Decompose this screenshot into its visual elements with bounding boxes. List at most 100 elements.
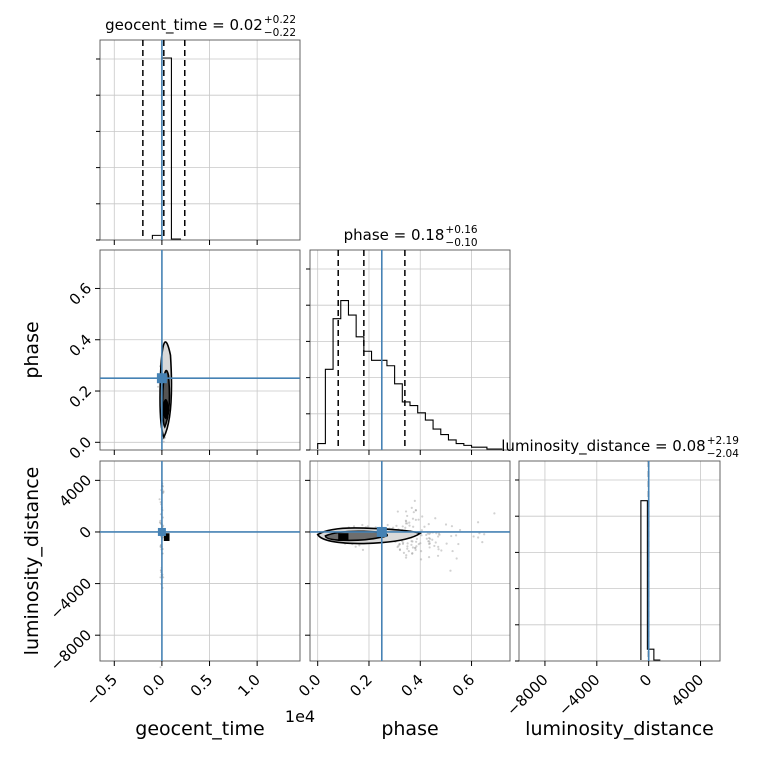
histogram-luminosity_distance — [640, 500, 661, 661]
truth-marker — [157, 527, 166, 536]
x-tick-label: −8000 — [503, 671, 552, 720]
sample-point — [433, 544, 436, 548]
sample-point — [410, 543, 413, 546]
sample-point — [404, 510, 408, 513]
sample-point — [458, 528, 462, 532]
sample-point — [386, 523, 389, 527]
sample-point — [408, 524, 411, 527]
sample-point — [412, 525, 415, 528]
sample-point — [428, 540, 431, 543]
sample-point — [411, 546, 415, 549]
x-tick-label: 0.5 — [187, 671, 217, 701]
sample-point — [401, 542, 405, 545]
density-core — [163, 533, 170, 541]
y-axis-label-luminosity_distance: luminosity_distance — [21, 467, 43, 656]
x-tick-label: 0 — [636, 671, 655, 690]
sample-point — [436, 554, 440, 557]
sample-point — [398, 548, 402, 552]
sample-point — [162, 576, 165, 579]
sample-point — [427, 556, 431, 559]
sample-point — [476, 521, 480, 524]
panel-frame — [99, 460, 301, 662]
title-main: luminosity_distance = 0.08 — [501, 437, 705, 456]
sample-point — [427, 523, 430, 526]
sample-point — [413, 546, 417, 550]
sample-point — [415, 537, 419, 540]
sample-point — [420, 534, 423, 537]
sample-point — [414, 546, 417, 549]
sample-point — [427, 536, 431, 540]
truth-marker — [376, 526, 387, 537]
panel-frame — [309, 460, 511, 662]
sample-point — [397, 544, 400, 547]
sample-point — [454, 534, 458, 537]
panel-frame — [99, 249, 301, 451]
title-lower: −0.22 — [264, 27, 296, 39]
sample-point — [437, 548, 440, 551]
sample-point — [406, 547, 409, 550]
y-tick-label: 0.6 — [66, 279, 96, 309]
sample-point — [414, 509, 417, 512]
sample-point — [159, 521, 162, 524]
sample-point — [438, 533, 441, 536]
sample-point — [159, 576, 162, 579]
sample-point — [421, 515, 424, 518]
sample-point — [444, 523, 448, 526]
sample-point — [493, 512, 496, 515]
sample-point — [449, 569, 452, 572]
sample-point — [407, 549, 410, 553]
sample-point — [483, 533, 486, 536]
x-axis-label-luminosity_distance: luminosity_distance — [525, 718, 714, 740]
sample-point — [472, 535, 475, 538]
sample-point — [417, 543, 420, 546]
sample-point — [437, 532, 441, 535]
x-tick-label: 0.6 — [449, 671, 479, 701]
sample-point — [413, 499, 416, 502]
sample-point — [396, 510, 399, 513]
sample-point — [411, 540, 414, 543]
sample-point — [426, 532, 429, 535]
y-tick-label: 0.2 — [66, 382, 96, 412]
panel-geocent_time-vs-phase — [99, 249, 301, 451]
sample-point — [159, 519, 162, 522]
sample-point — [425, 533, 428, 537]
sample-point — [437, 535, 440, 538]
sample-point — [423, 525, 426, 528]
sample-point — [354, 545, 357, 548]
sample-point — [431, 538, 434, 541]
sample-point — [437, 545, 440, 548]
histogram-phase — [317, 300, 503, 450]
sample-point — [361, 523, 364, 527]
sample-point — [425, 537, 428, 540]
sample-point — [457, 542, 460, 546]
sample-point — [396, 545, 399, 549]
y-tick-label: 0 — [76, 523, 95, 542]
sample-point — [404, 522, 408, 525]
x-tick-label: 0.4 — [397, 671, 427, 701]
sample-point — [398, 543, 401, 546]
sample-point — [406, 522, 409, 525]
x-tick-label: 4000 — [668, 671, 708, 711]
sample-point — [406, 545, 409, 548]
x-tick-label: 0.0 — [139, 671, 169, 701]
sample-point — [450, 534, 453, 538]
sample-point — [451, 549, 454, 553]
title-main: phase = 0.18 — [344, 226, 445, 244]
sample-point — [434, 517, 437, 520]
sample-point — [402, 551, 406, 554]
sample-point — [427, 542, 431, 545]
y-tick-label: 0.0 — [66, 433, 96, 463]
sample-point — [402, 541, 405, 544]
sample-point — [477, 536, 480, 539]
sample-point — [410, 506, 413, 509]
sample-point — [406, 514, 409, 518]
panel-geocent_time-hist — [96, 39, 301, 241]
truth-marker — [156, 373, 167, 384]
sample-point — [445, 542, 448, 545]
sample-point — [415, 540, 418, 543]
sample-point — [481, 541, 484, 544]
sample-point — [412, 511, 415, 514]
title-main: geocent_time = 0.02 — [105, 16, 263, 35]
sample-point — [361, 548, 365, 551]
panel-frame — [309, 249, 511, 451]
